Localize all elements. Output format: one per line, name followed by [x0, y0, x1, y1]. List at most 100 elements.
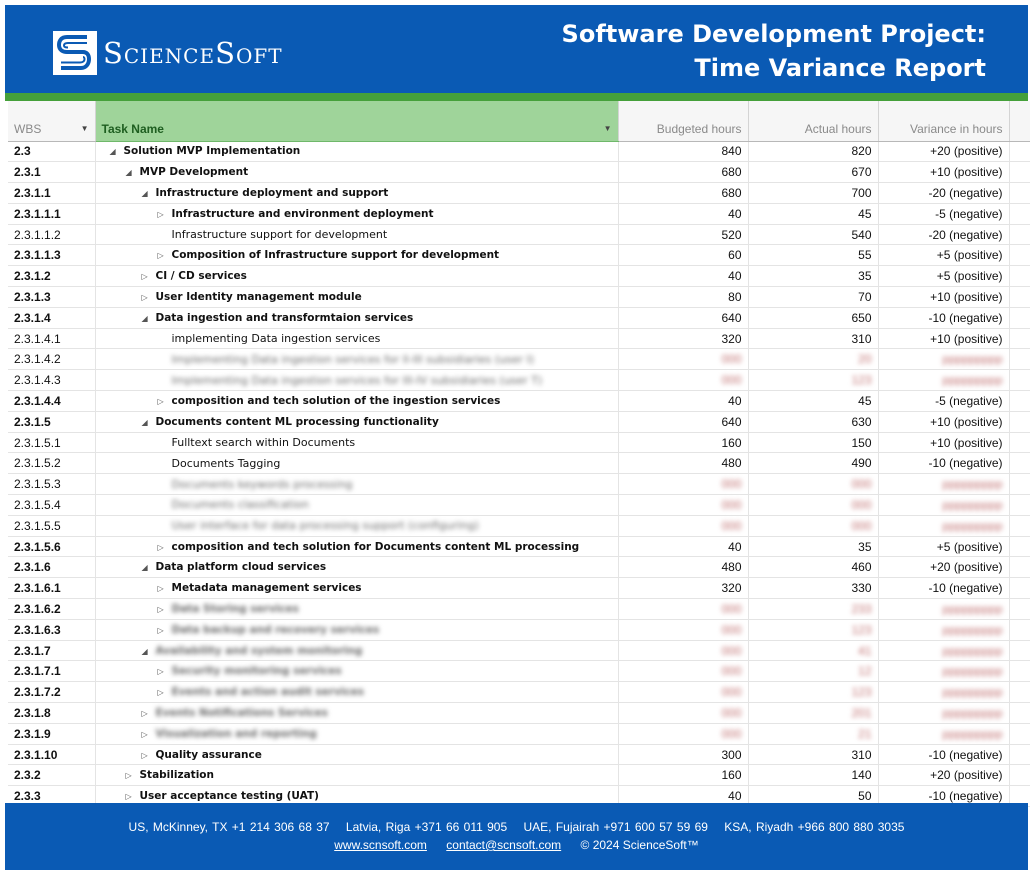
- table-row[interactable]: 2.3.1.1.3 ▷ Composition of Infrastructure …: [8, 244, 1030, 267]
- variance-value: +5 (positive): [936, 269, 1003, 284]
- table-row[interactable]: 2.3.1.5.5 User interface for data process…: [8, 515, 1030, 537]
- filler-cell: [1009, 244, 1030, 267]
- collapse-triangle-icon[interactable]: ◢: [109, 147, 116, 157]
- table-row[interactable]: 2.3.1.8 ▷ Events Notifications Services 000…: [8, 702, 1030, 724]
- variance-cell: ppppppppp: [878, 681, 1010, 704]
- table-row[interactable]: 2.3.1.4.4 ▷ composition and tech solution …: [8, 390, 1030, 412]
- filler-cell: [1009, 348, 1030, 371]
- expand-triangle-icon[interactable]: ▷: [125, 792, 132, 802]
- expand-triangle-icon[interactable]: ▷: [157, 604, 164, 614]
- task-name-label: composition and tech solution of the ing…: [171, 394, 501, 407]
- table-row[interactable]: 2.3.1.5.3 Documents keywords processing 00…: [8, 473, 1030, 496]
- table-row[interactable]: 2.3.1.5 ◢ Documents content ML processing …: [8, 411, 1030, 433]
- table-row[interactable]: 2.3.1.5.1 Fulltext search within Document…: [8, 432, 1030, 454]
- sciencesoft-logo: ScienceSoft: [53, 31, 283, 75]
- task-name-cell: ◢ Documents content ML processing functio…: [95, 411, 619, 433]
- table-row[interactable]: 2.3.1.6.3 ▷ Data backup and recovery servi…: [8, 619, 1030, 641]
- expand-triangle-icon[interactable]: ▷: [157, 667, 164, 677]
- filler-cell: [1009, 390, 1030, 412]
- filler-cell: [1009, 660, 1030, 683]
- variance-value: ppppppppp: [942, 622, 1003, 637]
- collapse-triangle-icon[interactable]: ◢: [141, 188, 148, 198]
- column-header-variance[interactable]: Variance in hours: [878, 101, 1010, 142]
- expand-triangle-icon[interactable]: ▷: [157, 584, 164, 594]
- table-row[interactable]: 2.3.1.5.2 Documents Tagging 480 490 -10 (neg…: [8, 452, 1030, 475]
- expand-triangle-icon[interactable]: ▷: [141, 750, 148, 760]
- table-row[interactable]: 2.3.2 ▷ Stabilization 160 140 +20 (positive): [8, 764, 1030, 787]
- table-row[interactable]: 2.3.1.1.1 ▷ Infrastructure and environment…: [8, 203, 1030, 225]
- budgeted-hours-cell: 000: [618, 348, 749, 371]
- task-name-label: MVP Development: [139, 166, 249, 179]
- table-row[interactable]: 2.3.1.10 ▷ Quality assurance 300 310 -10 (neg…: [8, 744, 1030, 766]
- table-row[interactable]: 2.3.1.4.1 implementing Data ingestion ser…: [8, 328, 1030, 350]
- column-header-wbs[interactable]: WBS ▼: [8, 101, 96, 142]
- task-name-cell: Documents keywords processing: [95, 473, 619, 496]
- sciencesoft-logo-icon: [53, 31, 97, 75]
- budgeted-hours-cell: 300: [618, 744, 749, 766]
- dropdown-arrow-icon[interactable]: ▼: [603, 123, 612, 133]
- filler-cell: [1009, 723, 1030, 745]
- column-header-task-name[interactable]: Task Name ▼: [95, 101, 619, 142]
- table-row[interactable]: 2.3.1.3 ▷ User Identity management module 8…: [8, 286, 1030, 308]
- expand-triangle-icon[interactable]: ▷: [157, 251, 164, 261]
- table-row[interactable]: 2.3.1.7.2 ▷ Events and action audit servic…: [8, 681, 1030, 704]
- expand-triangle-icon[interactable]: ▷: [125, 771, 132, 781]
- variance-cell: ppppppppp: [878, 369, 1010, 392]
- table-row[interactable]: 2.3.1.4.3 Implementing Data ingestion ser…: [8, 369, 1030, 392]
- table-row[interactable]: 2.3.1.4.2 Implementing Data ingestion ser…: [8, 348, 1030, 371]
- collapse-triangle-icon[interactable]: ◢: [141, 313, 148, 323]
- column-header-budgeted-hours[interactable]: Budgeted hours: [618, 101, 749, 142]
- dropdown-arrow-icon[interactable]: ▼: [80, 123, 89, 133]
- column-header-actual-hours[interactable]: Actual hours: [748, 101, 879, 142]
- actual-hours-cell: 55: [748, 244, 879, 267]
- table-row[interactable]: 2.3.1.1.2 Infrastructure support for deve…: [8, 224, 1030, 246]
- actual-hours-cell: 000: [748, 515, 879, 537]
- expand-triangle-icon[interactable]: ▷: [141, 292, 148, 302]
- budgeted-hours-cell: 480: [618, 452, 749, 475]
- table-row[interactable]: 2.3.1.6.1 ▷ Metadata management services 32…: [8, 577, 1030, 600]
- expand-triangle-icon[interactable]: ▷: [157, 688, 164, 698]
- email-link[interactable]: contact@scnsoft.com: [446, 838, 562, 852]
- table-row[interactable]: 2.3.1.6 ◢ Data platform cloud services 480 4…: [8, 556, 1030, 579]
- table-row[interactable]: 2.3.1.7 ◢ Availability and system monitori…: [8, 640, 1030, 662]
- variance-value: -5 (negative): [935, 206, 1003, 221]
- budgeted-hours-cell: 80: [618, 286, 749, 308]
- table-row[interactable]: 2.3.1.5.6 ▷ composition and tech solution …: [8, 536, 1030, 558]
- collapse-triangle-icon[interactable]: ◢: [125, 168, 132, 178]
- website-link[interactable]: www.scnsoft.com: [334, 838, 427, 852]
- expand-triangle-icon[interactable]: ▷: [157, 209, 164, 219]
- task-name-cell: Implementing Data ingestion services for…: [95, 348, 619, 371]
- wbs-cell: 2.3.1.3: [8, 286, 96, 308]
- actual-hours-value: 233: [851, 601, 872, 616]
- expand-triangle-icon[interactable]: ▷: [141, 272, 148, 282]
- table-row[interactable]: 2.3 ◢ Solution MVP Implementation 840 820 +20…: [8, 141, 1030, 163]
- task-name-label: Data ingestion and transformtaion servic…: [155, 311, 414, 324]
- wbs-cell: 2.3.1.4.3: [8, 369, 96, 392]
- actual-hours-cell: 123: [748, 619, 879, 641]
- table-row[interactable]: 2.3.1.4 ◢ Data ingestion and transformtaio…: [8, 307, 1030, 329]
- expand-triangle-icon[interactable]: ▷: [141, 729, 148, 739]
- expand-triangle-icon[interactable]: ▷: [157, 396, 164, 406]
- expand-triangle-icon[interactable]: ▷: [157, 542, 164, 552]
- collapse-triangle-icon[interactable]: ◢: [141, 417, 148, 427]
- table-row[interactable]: 2.3.1.7.1 ▷ Security monitoring services 00…: [8, 660, 1030, 683]
- budgeted-hours-cell: 000: [618, 723, 749, 745]
- table-row[interactable]: 2.3.1.6.2 ▷ Data Storing services 000 233 ppp…: [8, 598, 1030, 620]
- expand-triangle-icon[interactable]: ▷: [141, 708, 148, 718]
- actual-hours-cell: 45: [748, 390, 879, 412]
- table-row[interactable]: 2.3.1.2 ▷ CI / CD services 40 35 +5 (positive…: [8, 265, 1030, 288]
- wbs-cell: 2.3.1.6.2: [8, 598, 96, 620]
- collapse-triangle-icon[interactable]: ◢: [141, 646, 148, 656]
- table-row[interactable]: 2.3.1.5.4 Documents classification 000 000 p…: [8, 494, 1030, 516]
- task-name-cell: Implementing Data ingestion services for…: [95, 369, 619, 392]
- budgeted-hours-value: 840: [721, 144, 742, 159]
- collapse-triangle-icon[interactable]: ◢: [141, 563, 148, 573]
- table-row[interactable]: 2.3.1.1 ◢ Infrastructure deployment and su…: [8, 182, 1030, 204]
- table-row[interactable]: 2.3.1 ◢ MVP Development 680 670 +10 (positive…: [8, 161, 1030, 184]
- table-row[interactable]: 2.3.1.9 ▷ Visualization and reporting 000 21…: [8, 723, 1030, 745]
- table-row[interactable]: 2.3.3 ▷ User acceptance testing (UAT) 40 50 -…: [8, 785, 1030, 807]
- actual-hours-value: 123: [851, 622, 872, 637]
- task-name-label: Stabilization: [139, 769, 214, 782]
- expand-triangle-icon[interactable]: ▷: [157, 625, 164, 635]
- report-title: Software Development Project: Time Varia…: [562, 17, 986, 85]
